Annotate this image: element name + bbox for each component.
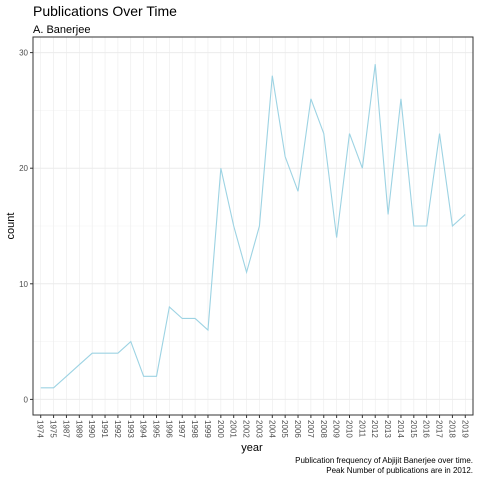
x-tick-label: 2009 [332,420,341,438]
chart-subtitle: A. Banerjee [33,24,90,36]
x-tick-label: 1997 [177,420,186,438]
caption-line-2: Peak Number of publications are in 2012. [326,466,473,475]
x-tick-label: 1999 [203,420,212,438]
x-tick-label: 2004 [267,420,276,438]
x-tick-label: 1994 [139,420,148,438]
x-tick-label: 2016 [422,420,431,438]
x-tick-label: 2017 [435,420,444,438]
x-tick-label: 2010 [344,420,353,438]
x-tick-label: 2007 [306,420,315,438]
x-tick-label: 2013 [383,420,392,438]
x-tick-label: 1974 [36,420,45,438]
x-axis: 1974 1975 1987 1989 1990 1991 1992 1993 1994 1995… [36,415,469,438]
plot-panel: 0 10 20 30 1974 1975 1987 1989 1990 1991 1992 1993… [19,36,474,438]
x-tick-label: 1989 [74,420,83,438]
x-tick-label: 1991 [100,420,109,438]
y-tick-label: 30 [19,49,28,58]
x-tick-label: 2008 [319,420,328,438]
x-tick-label: 2018 [447,420,456,438]
y-axis: 0 10 20 30 [19,49,33,404]
caption-line-1: Publication frequency of Abjijit Banerje… [295,456,473,465]
x-tick-label: 1996 [164,420,173,438]
x-tick-label: 2019 [460,420,469,438]
x-tick-label: 2005 [280,420,289,438]
y-tick-label: 20 [19,164,28,173]
x-tick-label: 2002 [242,420,251,438]
gridlines [33,37,473,415]
x-tick-label: 1995 [152,420,161,438]
x-tick-label: 2014 [396,420,405,438]
chart-title: Publications Over Time [33,3,177,19]
x-tick-label: 2006 [293,420,302,438]
x-tick-label: 2001 [229,420,238,438]
x-tick-label: 1993 [126,420,135,438]
x-tick-label: 1987 [61,420,70,438]
x-tick-label: 2003 [254,420,263,438]
x-tick-label: 2015 [409,420,418,438]
x-tick-label: 1975 [49,420,58,438]
x-tick-label: 1990 [87,420,96,438]
x-tick-label: 1992 [113,420,122,438]
panel-border [32,36,474,416]
y-tick-label: 10 [19,280,28,289]
y-axis-title: count [5,213,17,240]
series-line [40,64,466,389]
x-tick-label: 2012 [370,420,379,438]
x-axis-title: year [241,442,263,454]
x-tick-label: 2011 [357,420,366,438]
y-tick-label: 0 [24,395,29,404]
x-tick-label: 1998 [190,420,199,438]
series-group [40,64,466,389]
x-tick-label: 2000 [216,420,225,438]
